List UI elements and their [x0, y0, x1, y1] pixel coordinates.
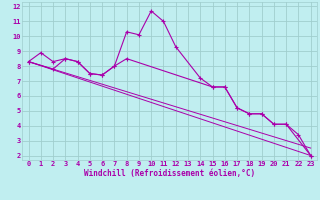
X-axis label: Windchill (Refroidissement éolien,°C): Windchill (Refroidissement éolien,°C)	[84, 169, 255, 178]
